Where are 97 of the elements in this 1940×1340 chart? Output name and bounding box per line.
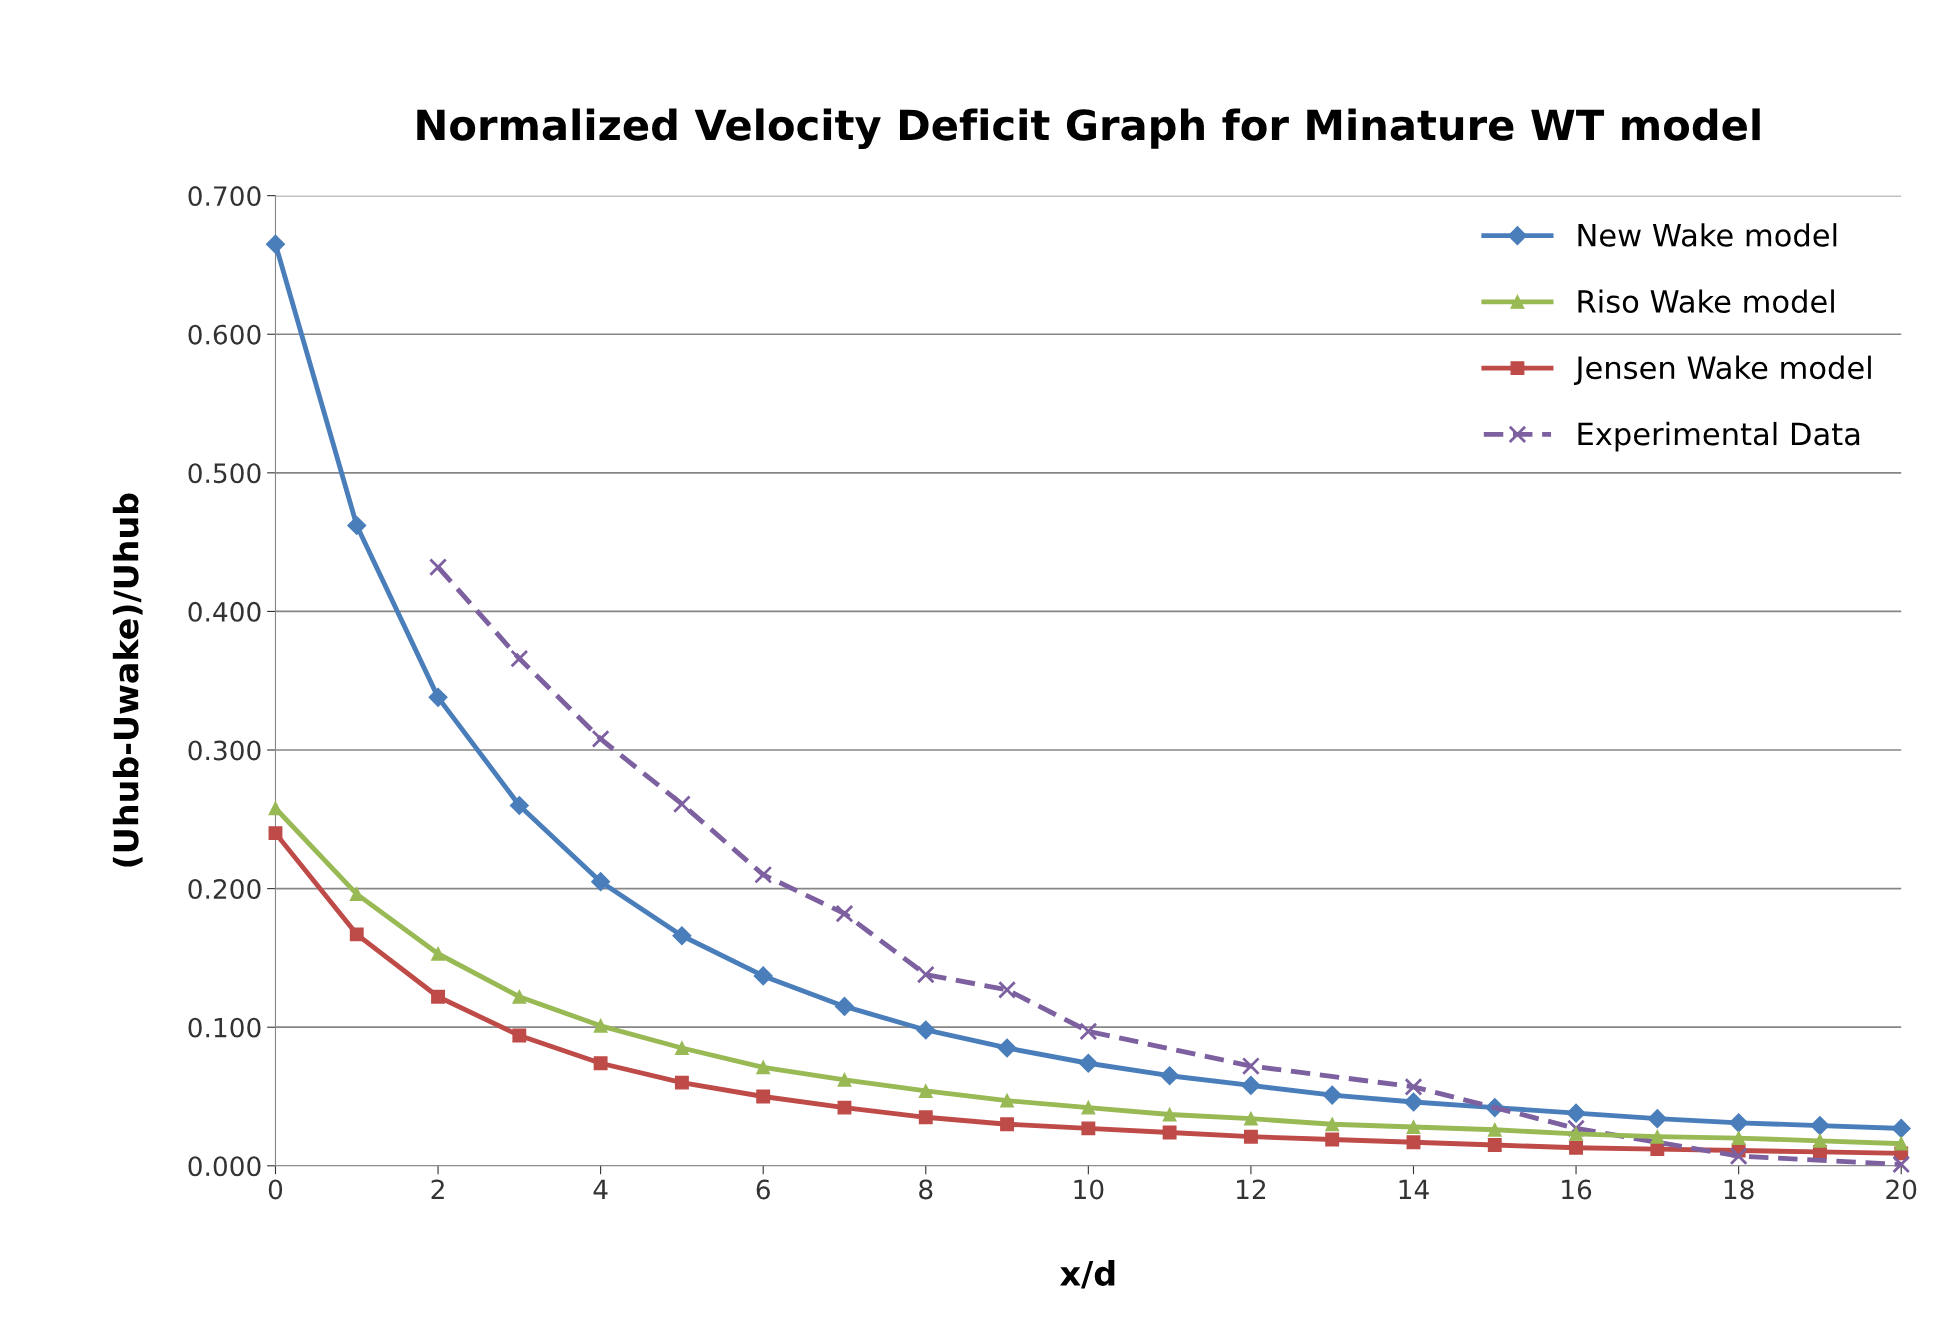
y-tick-label: 0.500 [188, 463, 261, 484]
point [510, 649, 529, 668]
point [591, 872, 611, 892]
y-tick-label: 0.200 [188, 879, 261, 900]
point [1647, 1109, 1667, 1129]
point [837, 1100, 852, 1115]
point [916, 965, 935, 984]
point [349, 887, 364, 902]
point [1894, 1136, 1909, 1151]
y-tick-label: 0.700 [188, 186, 261, 207]
point [591, 729, 610, 748]
point [1812, 1133, 1827, 1148]
point [1162, 1107, 1177, 1122]
point [1000, 1117, 1014, 1132]
point [1241, 1075, 1261, 1095]
point [1081, 1100, 1096, 1115]
point [1406, 1135, 1421, 1150]
point [1729, 1147, 1748, 1166]
point [512, 1028, 527, 1043]
point [509, 795, 529, 815]
point [1729, 1113, 1749, 1133]
x-tick-label: 8 [919, 1179, 933, 1200]
point [1566, 1103, 1586, 1123]
point [1325, 1132, 1340, 1147]
point [753, 966, 773, 986]
point [835, 904, 854, 923]
point [756, 1060, 771, 1075]
point [265, 234, 286, 254]
point [1079, 1022, 1098, 1041]
y-tick-label: 0.400 [188, 601, 261, 622]
point [1160, 1066, 1180, 1086]
legend-label: New Wake model [1578, 223, 1837, 247]
x-tick-label: 10 [1074, 1179, 1104, 1200]
point [837, 1072, 852, 1087]
y-tick-label: 0.300 [188, 740, 261, 761]
point [347, 515, 367, 536]
point [1243, 1111, 1258, 1126]
y-axis-title: (Uhub-Uwake)/Uhub [112, 493, 143, 867]
x-tick-label: 14 [1399, 1179, 1429, 1200]
point [672, 795, 691, 814]
point [593, 1056, 608, 1071]
point [1487, 1122, 1502, 1137]
point [918, 1084, 933, 1098]
point [1891, 1118, 1911, 1138]
point [834, 996, 855, 1016]
x-tick-label: 18 [1724, 1179, 1754, 1200]
point [1241, 1056, 1260, 1076]
point [756, 1089, 771, 1104]
point [918, 1110, 933, 1125]
point [268, 801, 283, 816]
point [754, 865, 773, 884]
x-tick-label: 12 [1237, 1179, 1266, 1200]
point [1404, 1077, 1423, 1096]
legend-label: Experimental Data [1578, 421, 1860, 452]
point [1078, 1053, 1098, 1073]
point [512, 989, 527, 1004]
point [429, 558, 448, 577]
point [674, 1041, 689, 1055]
point [1731, 1131, 1746, 1146]
point [998, 980, 1017, 999]
point [1243, 1129, 1258, 1144]
x-tick-label: 0 [268, 1179, 283, 1200]
point [1403, 1092, 1424, 1112]
point [268, 826, 283, 841]
point [1406, 1120, 1421, 1134]
point [997, 1038, 1017, 1058]
point [1892, 1155, 1911, 1174]
point [431, 946, 445, 961]
chart-title: Normalized Velocity Deficit Graph for Minature WT model [417, 108, 1760, 150]
legend-label: Jensen Wake model [1573, 355, 1871, 385]
y-tick-label: 0.000 [188, 1156, 261, 1177]
point [1487, 1138, 1502, 1152]
legend-label: Riso Wake model [1578, 289, 1834, 314]
x-tick-label: 16 [1562, 1179, 1592, 1200]
x-axis-title: x/d [1060, 1260, 1115, 1289]
point [1569, 1140, 1584, 1155]
x-tick-label: 6 [756, 1179, 770, 1200]
point [672, 926, 692, 946]
x-tick-label: 4 [593, 1179, 608, 1200]
point [593, 1018, 608, 1033]
point [428, 687, 448, 707]
point [1650, 1129, 1665, 1144]
point [674, 1075, 689, 1090]
point [431, 989, 445, 1004]
x-tick-label: 20 [1886, 1179, 1917, 1200]
point [1810, 1116, 1830, 1136]
point [1081, 1121, 1096, 1136]
point [349, 927, 364, 942]
point [1325, 1117, 1340, 1132]
point [1322, 1085, 1342, 1105]
point [1569, 1126, 1584, 1141]
y-tick-label: 0.100 [188, 1017, 261, 1038]
point [916, 1020, 936, 1040]
point [1162, 1125, 1177, 1140]
y-tick-label: 0.600 [188, 324, 261, 345]
point [1000, 1093, 1014, 1108]
x-tick-label: 2 [431, 1179, 444, 1200]
